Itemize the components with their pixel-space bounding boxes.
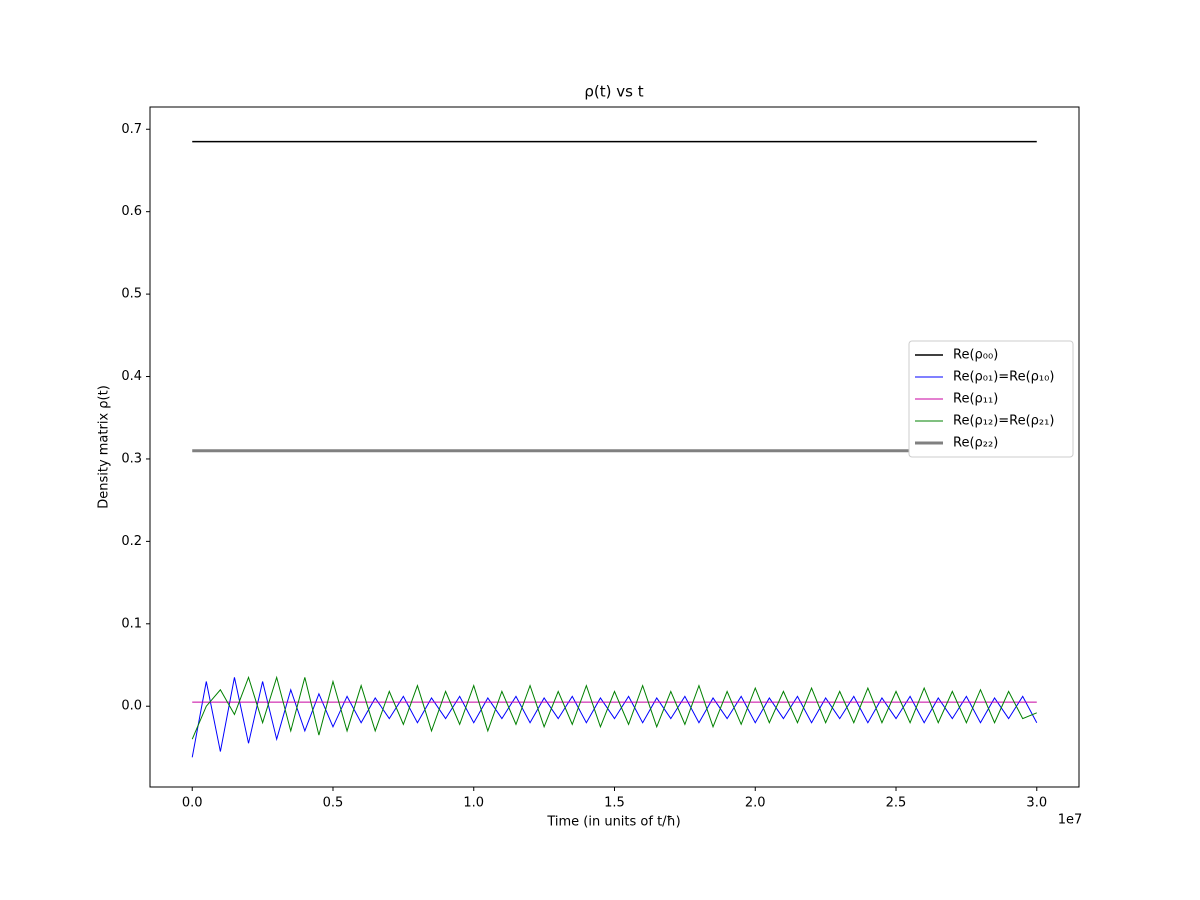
x-tick-label: 1.0: [463, 796, 484, 811]
y-tick-label: 0.1: [121, 616, 142, 631]
y-axis-label: Density matrix ρ(t): [97, 385, 112, 509]
x-tick-label: 2.0: [745, 796, 766, 811]
x-tick-label: 0.5: [323, 796, 344, 811]
x-axis-label: Time (in units of t/ħ): [546, 815, 680, 830]
y-tick-label: 0.5: [121, 287, 142, 302]
legend-label: Re(ρ₀₁)=Re(ρ₁₀): [953, 370, 1054, 385]
plot-frame: [149, 106, 1080, 788]
x-tick-label: 2.5: [886, 796, 907, 811]
series-line: [191, 677, 1038, 758]
y-tick-label: 0.7: [121, 122, 142, 137]
legend-label: Re(ρ₁₁): [953, 392, 998, 407]
x-tick-label: 1.5: [604, 796, 625, 811]
x-tick-label: 3.0: [1026, 796, 1047, 811]
legend-box: [908, 340, 1074, 458]
y-tick-label: 0.4: [121, 369, 142, 384]
x-offset-label: 1e7: [1058, 813, 1083, 828]
y-tick-label: 0.2: [121, 534, 142, 549]
y-tick-label: 0.0: [121, 699, 142, 714]
legend-label: Re(ρ₀₀): [953, 348, 998, 363]
y-tick-label: 0.6: [121, 204, 142, 219]
y-tick-label: 0.3: [121, 451, 142, 466]
series-line: [191, 675, 1037, 740]
legend-label: Re(ρ₁₂)=Re(ρ₂₁): [953, 414, 1054, 429]
x-tick-label: 0.0: [182, 796, 203, 811]
chart-title: ρ(t) vs t: [584, 83, 643, 101]
legend-label: Re(ρ₂₂): [953, 436, 998, 451]
